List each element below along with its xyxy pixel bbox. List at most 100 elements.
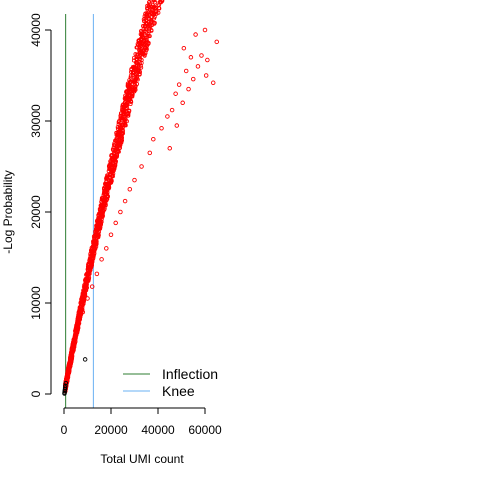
data-point (80, 309, 86, 315)
data-point (68, 353, 74, 359)
data-point (75, 323, 81, 329)
cloud-point (145, 6, 150, 11)
data-point (147, 150, 153, 156)
cloud-point (79, 297, 84, 302)
cloud-point (157, 0, 162, 4)
data-point (66, 364, 71, 369)
cloud-point (125, 112, 130, 117)
cloud-point (139, 65, 144, 70)
cloud-point (95, 219, 100, 224)
data-point (118, 209, 123, 215)
cloud-point (121, 105, 126, 110)
cloud-point (139, 58, 144, 63)
data-point (176, 82, 182, 87)
legend-label-knee: Knee (162, 383, 195, 399)
cloud-point (96, 215, 101, 220)
cloud-point (80, 307, 85, 312)
cloud-point (107, 167, 112, 172)
cloud-point (90, 253, 95, 258)
cloud-point (120, 115, 125, 120)
cloud-point (112, 147, 117, 152)
cloud-point (141, 49, 146, 54)
cloud-point (159, 0, 164, 2)
cloud-point (114, 132, 119, 137)
x-axis-label: Total UMI count (100, 452, 184, 466)
cloud-point (105, 183, 110, 188)
cloud-point (124, 103, 129, 108)
cloud-point (132, 55, 137, 60)
cloud-point (118, 143, 123, 148)
cloud-point (132, 86, 137, 91)
cloud-point (128, 86, 133, 91)
cloud-point (133, 52, 138, 57)
cloud-point (100, 212, 105, 217)
data-point (113, 220, 118, 226)
data-point (64, 378, 69, 383)
cloud-point (95, 224, 100, 229)
cloud-point (120, 117, 125, 122)
cloud-point (127, 98, 132, 103)
cloud-point (149, 20, 154, 25)
cloud-point (132, 78, 137, 83)
data-point (174, 123, 180, 128)
data-point (173, 91, 178, 96)
cloud-point (150, 3, 155, 8)
cloud-point (124, 89, 129, 94)
cloud-point (147, 0, 152, 5)
cloud-point (131, 66, 136, 71)
data-point (85, 296, 90, 301)
cloud-point (156, 6, 161, 11)
cloud-point (81, 301, 86, 306)
cloud-point (109, 157, 114, 162)
legend-label-inflection: Inflection (162, 366, 218, 382)
cloud-point (128, 84, 133, 89)
cloud-point (140, 39, 145, 44)
data-point (190, 76, 196, 82)
cloud-point (152, 0, 157, 5)
cloud-point (142, 45, 147, 50)
data-point-black (63, 380, 69, 386)
cloud-point (128, 102, 133, 107)
cloud-point (88, 257, 93, 262)
cloud-point (120, 116, 125, 121)
cloud-point (119, 133, 124, 138)
cloud-point (144, 30, 149, 35)
cloud-point (137, 51, 142, 56)
cloud-point (93, 229, 98, 234)
cloud-point (86, 278, 91, 283)
cloud-point (133, 73, 138, 78)
cloud-point (104, 179, 109, 184)
cloud-point (72, 334, 77, 339)
cloud-point (111, 157, 116, 162)
cloud-point (118, 128, 123, 133)
data-point (151, 136, 156, 142)
cloud-point (92, 241, 97, 246)
cloud-point (104, 175, 109, 180)
cloud-point (88, 252, 93, 257)
data-point (193, 32, 198, 37)
data-point (181, 45, 187, 51)
cloud-point (146, 41, 151, 46)
cloud-point (144, 15, 149, 20)
cloud-point (137, 72, 142, 77)
cloud-point (151, 5, 156, 10)
cloud-point (92, 233, 97, 238)
cloud-point (135, 82, 140, 87)
cloud-point (110, 165, 115, 170)
cloud-point (103, 190, 108, 195)
cloud-point (109, 179, 114, 184)
y-tick-label: 20000 (29, 195, 43, 229)
cloud-point (101, 203, 106, 208)
cloud-point (75, 330, 80, 335)
x-tick-label: 60000 (188, 423, 222, 437)
cloud-point (97, 221, 102, 226)
cloud-point (105, 194, 110, 199)
y-axis: 0 10000 20000 30000 40000 (29, 13, 52, 397)
cloud-point (127, 108, 132, 113)
cloud-point (143, 38, 148, 43)
cloud-point (70, 347, 75, 352)
cloud-point (96, 235, 101, 240)
data-point (167, 146, 172, 151)
cloud-point (99, 210, 104, 215)
cloud-point (124, 89, 129, 94)
